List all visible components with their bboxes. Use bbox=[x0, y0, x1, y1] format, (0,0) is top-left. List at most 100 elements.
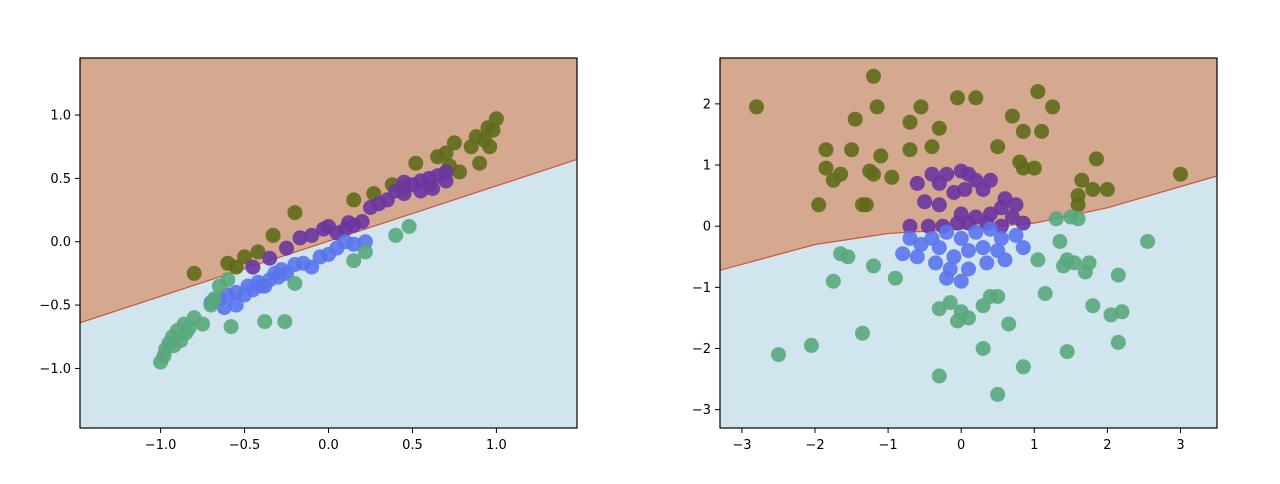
right-plot: −3 −2 −1 0 1 2 3 −3 −2 −1 0 1 2 bbox=[692, 57, 1218, 453]
data-point bbox=[968, 90, 984, 106]
data-point bbox=[1015, 240, 1031, 256]
data-point bbox=[1099, 182, 1115, 197]
data-point bbox=[953, 273, 969, 289]
data-point bbox=[228, 259, 244, 275]
data-point bbox=[257, 314, 273, 330]
data-point bbox=[438, 145, 454, 161]
data-point bbox=[993, 200, 1009, 216]
data-point bbox=[990, 386, 1006, 402]
data-point bbox=[267, 265, 283, 281]
data-point bbox=[245, 259, 261, 275]
data-point bbox=[1070, 197, 1086, 213]
data-point bbox=[818, 142, 834, 158]
data-point bbox=[858, 197, 874, 213]
data-point bbox=[939, 224, 955, 240]
data-point bbox=[371, 196, 387, 212]
data-point bbox=[482, 139, 498, 155]
data-point bbox=[279, 240, 294, 256]
data-point bbox=[855, 325, 870, 341]
data-point bbox=[920, 218, 936, 234]
series-3 bbox=[771, 209, 1156, 402]
y-tick-label: 0.0 bbox=[50, 235, 71, 250]
data-point bbox=[957, 182, 973, 197]
data-point bbox=[472, 155, 488, 171]
data-point bbox=[1052, 234, 1068, 249]
data-point bbox=[223, 319, 239, 335]
data-point bbox=[931, 368, 947, 384]
data-point bbox=[990, 289, 1006, 304]
data-point bbox=[1045, 99, 1061, 115]
data-point bbox=[425, 181, 441, 196]
data-point bbox=[166, 338, 182, 354]
data-point bbox=[1004, 108, 1020, 124]
data-point bbox=[262, 250, 278, 266]
x-tick-label: −1 bbox=[879, 438, 898, 453]
data-point bbox=[1030, 252, 1046, 268]
data-point bbox=[939, 270, 955, 286]
data-point bbox=[1048, 211, 1064, 227]
data-point bbox=[287, 205, 303, 221]
data-point bbox=[1037, 286, 1053, 301]
data-point bbox=[485, 122, 501, 138]
data-point bbox=[1070, 211, 1086, 227]
y-tick-label: 2 bbox=[703, 97, 711, 112]
data-point bbox=[1015, 215, 1031, 231]
series-2 bbox=[895, 221, 1031, 289]
data-point bbox=[1015, 160, 1031, 176]
data-point bbox=[304, 227, 320, 243]
data-point bbox=[866, 68, 881, 84]
data-point bbox=[866, 258, 881, 274]
data-point bbox=[237, 249, 252, 265]
data-point bbox=[950, 215, 965, 231]
data-point bbox=[488, 111, 504, 127]
data-point bbox=[1034, 123, 1050, 139]
data-point bbox=[304, 259, 320, 275]
series-2 bbox=[203, 234, 373, 316]
data-point bbox=[931, 301, 947, 317]
y-tick-label: 0.5 bbox=[50, 172, 71, 187]
y-tick-label: −0.5 bbox=[39, 299, 71, 314]
data-point bbox=[228, 297, 244, 313]
x-tick-label: −3 bbox=[732, 438, 751, 453]
x-tick-label: 2 bbox=[1103, 438, 1111, 453]
data-point bbox=[990, 243, 1006, 259]
region-upper bbox=[80, 58, 577, 323]
data-point bbox=[825, 172, 841, 188]
data-point bbox=[250, 244, 266, 260]
data-point bbox=[1140, 234, 1156, 249]
data-point bbox=[895, 246, 911, 262]
y-tick-label: 0 bbox=[703, 220, 711, 235]
data-point bbox=[287, 276, 303, 291]
data-point bbox=[931, 120, 947, 136]
plot-area bbox=[720, 58, 1217, 428]
data-point bbox=[277, 314, 293, 330]
data-point bbox=[401, 219, 417, 234]
data-point bbox=[961, 261, 976, 277]
y-tick-label: −1.0 bbox=[39, 362, 71, 377]
data-point bbox=[902, 218, 918, 234]
data-point bbox=[195, 316, 211, 332]
x-tick-label: 3 bbox=[1176, 438, 1184, 453]
data-point bbox=[909, 249, 925, 265]
data-point bbox=[884, 169, 900, 185]
data-point bbox=[1026, 160, 1042, 176]
data-point bbox=[1110, 267, 1126, 283]
data-point bbox=[924, 139, 940, 155]
data-point bbox=[975, 182, 991, 197]
data-point bbox=[292, 230, 308, 246]
data-point bbox=[354, 214, 370, 229]
y-tick-label: −3 bbox=[692, 403, 711, 418]
data-point bbox=[928, 255, 944, 271]
data-point bbox=[975, 341, 991, 356]
data-point bbox=[1001, 316, 1017, 332]
series-1 bbox=[902, 163, 1031, 234]
data-point bbox=[982, 206, 998, 222]
data-point bbox=[1015, 359, 1031, 375]
data-point bbox=[993, 230, 1009, 246]
data-point bbox=[1074, 172, 1090, 188]
data-point bbox=[913, 237, 929, 252]
data-point bbox=[975, 240, 991, 256]
data-point bbox=[869, 99, 885, 115]
x-tick-label: 0.0 bbox=[318, 438, 339, 453]
